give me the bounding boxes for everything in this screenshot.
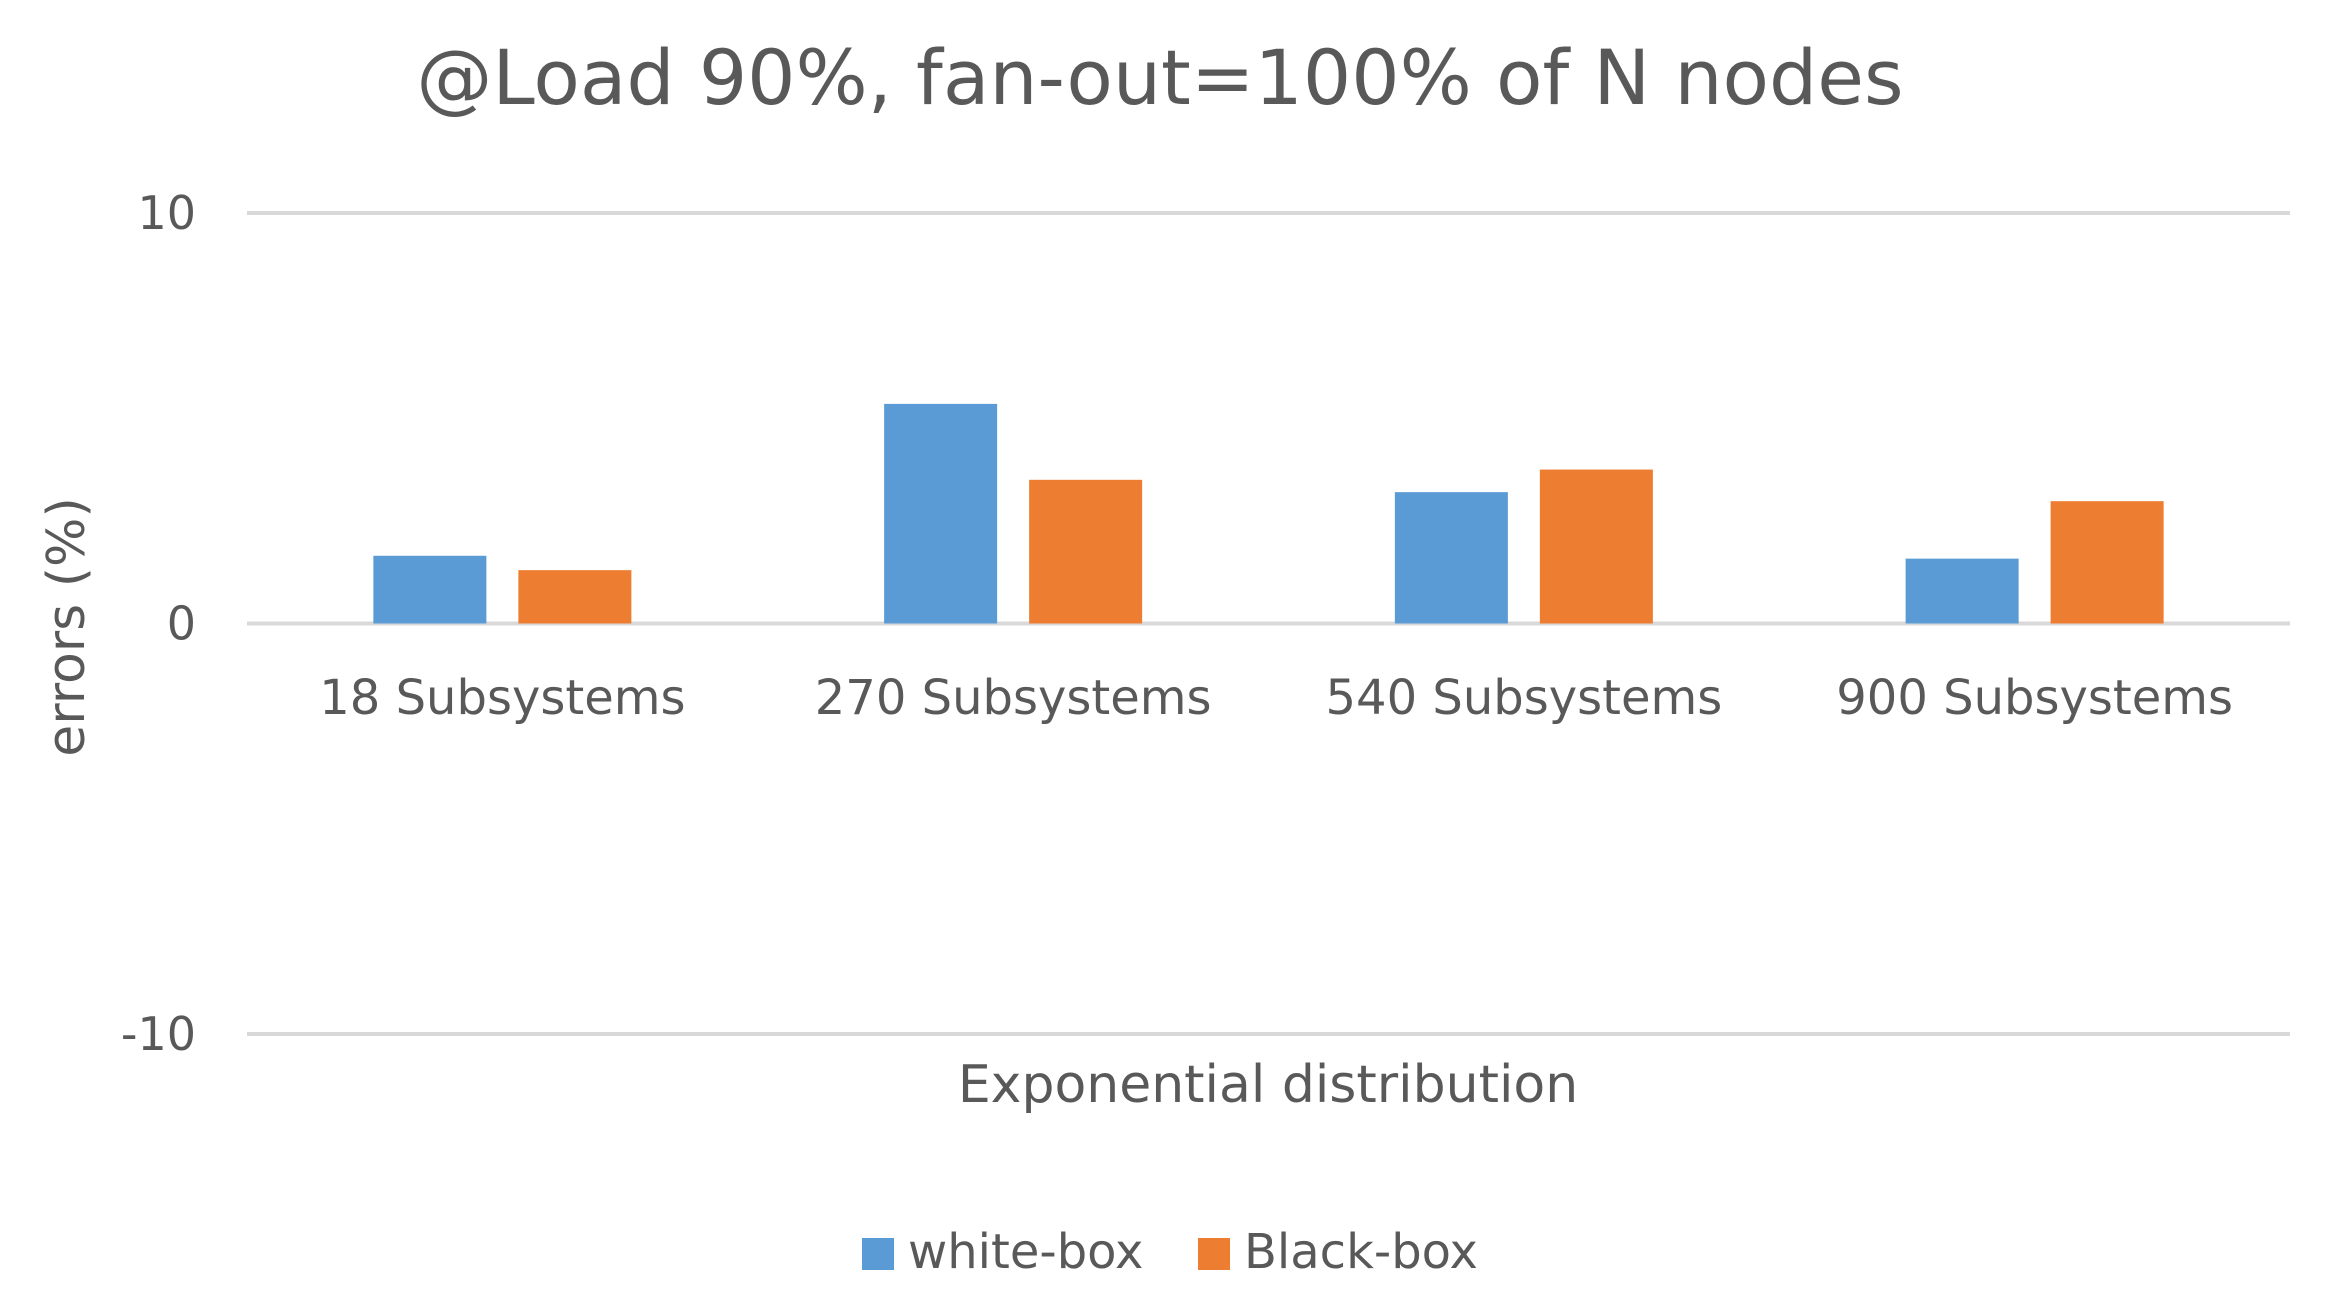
bar-black-box-4 [2050, 501, 2164, 624]
x-tick-label: 18 Subsystems [319, 670, 685, 726]
y-axis-tick-labels: 10 0 -10 [121, 186, 196, 1061]
bar-white-box-3 [1394, 492, 1508, 624]
bar-white-box-1 [373, 555, 487, 624]
x-axis-label: Exponential distribution [958, 1055, 1578, 1115]
y-tick-label: 10 [137, 186, 196, 240]
y-tick-label: 0 [167, 597, 196, 651]
legend-swatch [1198, 1238, 1230, 1270]
y-axis-label: errors (%) [37, 497, 97, 757]
x-tick-label: 270 Subsystems [815, 670, 1212, 726]
y-tick-label: -10 [121, 1007, 196, 1061]
bars [373, 403, 2164, 624]
x-tick-label: 900 Subsystems [1836, 670, 2233, 726]
bar-white-box-4 [1905, 558, 2019, 624]
bar-white-box-2 [884, 403, 998, 624]
legend-label: Black-box [1244, 1224, 1478, 1280]
bar-black-box-3 [1539, 469, 1653, 624]
chart-title: @Load 90%, fan-out=100% of N nodes [416, 33, 1903, 122]
legend: white-box Black-box [862, 1224, 1478, 1280]
x-tick-label: 540 Subsystems [1325, 670, 1722, 726]
x-axis-tick-labels: 18 Subsystems 270 Subsystems 540 Subsystem… [319, 670, 2233, 726]
bar-black-box-1 [518, 570, 632, 624]
legend-swatch [862, 1238, 894, 1270]
legend-label: white-box [908, 1224, 1143, 1280]
bar-black-box-2 [1029, 479, 1143, 624]
